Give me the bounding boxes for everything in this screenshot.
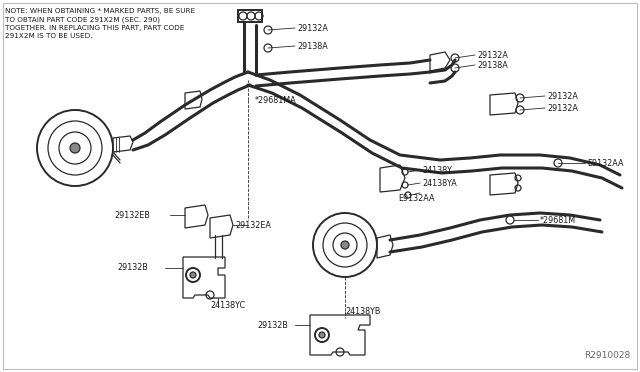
Circle shape [341,241,349,249]
Text: 29132EA: 29132EA [235,221,271,230]
Text: 29132A: 29132A [477,51,508,60]
Text: 24138YA: 24138YA [422,179,457,187]
Text: *29681MA: *29681MA [255,96,296,105]
Text: E9132AA: E9132AA [398,193,435,202]
Text: 24138YC: 24138YC [210,301,245,310]
Text: 29132B: 29132B [117,263,148,273]
Text: 29138A: 29138A [477,61,508,70]
Text: 29132B: 29132B [257,321,288,330]
Text: 24138YB: 24138YB [345,308,380,317]
Circle shape [190,272,196,278]
Text: R2910028: R2910028 [584,351,630,360]
Text: 24138Y: 24138Y [422,166,452,174]
Circle shape [319,332,325,338]
Text: 29138A: 29138A [297,42,328,51]
Text: E9132AA: E9132AA [587,158,623,167]
Text: *29681M: *29681M [540,215,576,224]
Text: 29132EB: 29132EB [114,211,150,219]
Text: 29132A: 29132A [547,92,578,100]
Text: NOTE: WHEN OBTAINING * MARKED PARTS, BE SURE
TO OBTAIN PART CODE 291X2M (SEC. 29: NOTE: WHEN OBTAINING * MARKED PARTS, BE … [5,8,195,38]
Text: 29132A: 29132A [297,23,328,32]
Text: 29132A: 29132A [547,103,578,112]
Circle shape [70,143,80,153]
